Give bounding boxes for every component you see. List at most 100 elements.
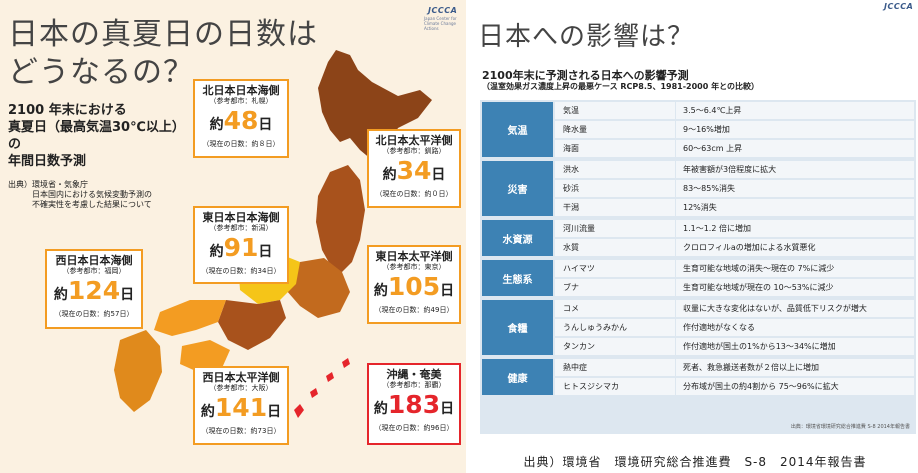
impact-item: 海面 [563, 144, 579, 153]
forecast-subtitle: 2100 年末における 真夏日（最高気温30℃以上）の 年間日数予測 [8, 103, 185, 169]
impact-effect: 83〜85%消失 [683, 184, 735, 193]
region-box-okinawa-amami: 沖縄・奄美 （参考都市：那覇） 約183日 （現在の日数：約96日） [367, 363, 461, 445]
impact-item: ハイマツ [563, 264, 595, 273]
impact-effect: 生育可能な地域が現在の 10〜53%に減少 [683, 283, 834, 292]
impact-effect: 作付適地が国土の1%から13〜34%に増加 [683, 342, 836, 351]
region-box-north-pacific: 北日本太平洋側 （参考都市：釧路） 約34日 （現在の日数：約０日） [367, 129, 461, 208]
jccca-logo-subtitle: Japan Center for Climate Change Actions [424, 16, 457, 31]
days-number: 34 [396, 156, 432, 185]
days-count: 約105日 [369, 272, 459, 306]
days-count: 約183日 [369, 390, 459, 424]
region-name: 西日本太平洋側 [202, 371, 280, 384]
region-name: 東日本日本海側 [202, 211, 280, 224]
approx-prefix: 約 [373, 401, 388, 417]
impact-effect: 死者、救急搬送者数が２倍以上に増加 [683, 363, 819, 372]
map-hokkaido [318, 50, 432, 160]
reference-city: （参考都市：札幌） [209, 97, 273, 105]
category-label: 災害 [482, 161, 553, 216]
days-count: 約141日 [195, 393, 287, 427]
column-divider [675, 161, 676, 178]
map-tohoku [316, 165, 365, 272]
region-box-west-japan-sea: 西日本日本海側 （参考都市：福岡） 約124日 （現在の日数：約57日） [45, 249, 143, 329]
map-kanto [286, 258, 350, 318]
impact-item: 干潟 [563, 203, 579, 212]
approx-prefix: 約 [53, 287, 68, 303]
region-box-west-pacific: 西日本太平洋側 （参考都市：大阪） 約141日 （現在の日数：約73日） [193, 366, 289, 445]
region-name: 沖縄・奄美 [386, 368, 442, 381]
table-row: 干潟 12%消失 [555, 199, 914, 216]
region-box-east-pacific: 東日本太平洋側 （参考都市：東京） 約105日 （現在の日数：約49日） [367, 245, 461, 324]
impacts-table: 気温 3.5〜6.4℃上昇 降水量 9〜16%増加 海面 60〜63cm 上昇 気温 洪水 年被… [480, 100, 916, 434]
column-divider [675, 239, 676, 256]
impact-effect: 1.1〜1.2 倍に増加 [683, 224, 751, 233]
table-row: コメ 収量に大きな変化はないが、品質低下リスクが増大 [555, 300, 914, 317]
table-row: 気温 3.5〜6.4℃上昇 [555, 102, 914, 119]
impact-effect: 60〜63cm 上昇 [683, 144, 743, 153]
region-box-north-japan-sea: 北日本日本海側 （参考都市：札幌） 約48日 （現在の日数：約８日） [193, 79, 289, 158]
region-box-east-japan-sea: 東日本日本海側 （参考都市：新潟） 約91日 （現在の日数：約34日） [193, 206, 289, 284]
impact-item: 洪水 [563, 165, 579, 174]
category-label: 気温 [482, 102, 553, 157]
footer-source: 出典）環境省 環境研究総合推進費 S-8 2014年報告書 [523, 455, 867, 469]
reference-city: （参考都市：大阪） [209, 384, 273, 392]
category-label: 健康 [482, 359, 553, 395]
impact-effect: 作付適地がなくなる [683, 323, 755, 332]
table-row: ハイマツ 生育可能な地域の消失〜現在の 7%に減少 [555, 260, 914, 277]
current-days: （現在の日数：約73日） [201, 427, 281, 435]
column-divider [675, 140, 676, 157]
impact-item: うんしゅうみかん [563, 323, 627, 332]
region-name: 東日本太平洋側 [375, 250, 453, 263]
reference-city: （参考都市：東京） [382, 263, 446, 271]
column-divider [675, 121, 676, 138]
days-suffix: 日 [120, 287, 135, 303]
impact-item: 砂浜 [563, 184, 579, 193]
region-name: 西日本日本海側 [55, 254, 133, 267]
current-days: （現在の日数：約49日） [374, 306, 454, 314]
map-kyushu [114, 330, 162, 412]
impact-effect: 9〜16%増加 [683, 125, 730, 134]
days-number: 105 [387, 272, 441, 301]
table-row: 砂浜 83〜85%消失 [555, 180, 914, 197]
current-days: （現在の日数：約８日） [202, 140, 280, 148]
impacts-panel: JCCCA 日本への影響は？ 2100年末に予測される日本への影響予測 （温室効… [472, 0, 918, 473]
table-row: 洪水 年被害額が3倍程度に拡大 [555, 161, 914, 178]
map-shikoku [180, 340, 230, 372]
column-divider [675, 180, 676, 197]
reference-city: （参考都市：福岡） [62, 267, 126, 275]
approx-prefix: 約 [200, 404, 215, 420]
impact-effect: 生育可能な地域の消失〜現在の 7%に減少 [683, 264, 835, 273]
impact-effect: 分布域が国土の約4割から 75〜96%に拡大 [683, 382, 839, 391]
days-number: 141 [214, 393, 268, 422]
column-divider [675, 260, 676, 277]
days-number: 183 [387, 390, 441, 419]
impact-item: コメ [563, 304, 579, 313]
approx-prefix: 約 [209, 117, 224, 133]
approx-prefix: 約 [209, 244, 224, 260]
column-divider [675, 220, 676, 237]
impact-item: 熱中症 [563, 363, 587, 372]
impacts-heading: 2100年末に予測される日本への影響予測 [482, 69, 689, 82]
days-suffix: 日 [431, 167, 446, 183]
column-divider [675, 378, 676, 395]
current-days: （現在の日数：約０日） [375, 190, 453, 198]
impact-item: 気温 [563, 106, 579, 115]
impact-effect: クロロフィルaの増加による水質悪化 [683, 243, 816, 252]
summer-days-panel: JCCCA Japan Center for Climate Change Ac… [0, 0, 466, 473]
category-label: 水資源 [482, 220, 553, 256]
days-count: 約91日 [195, 233, 287, 267]
region-name: 北日本日本海側 [202, 84, 280, 97]
page-title: 日本の真夏日の日数はどうなるの？ [8, 17, 318, 90]
region-name: 北日本太平洋側 [375, 134, 453, 147]
impact-effect: 12%消失 [683, 203, 717, 212]
impact-effect: 収量に大きな変化はないが、品質低下リスクが増大 [683, 304, 867, 313]
table-row: ヒトスジシマカ 分布域が国土の約4割から 75〜96%に拡大 [555, 378, 914, 395]
column-divider [675, 199, 676, 216]
table-row: 河川流量 1.1〜1.2 倍に増加 [555, 220, 914, 237]
days-number: 48 [223, 106, 259, 135]
category-label: 食糧 [482, 300, 553, 355]
table-row: タンカン 作付適地が国土の1%から13〜34%に増加 [555, 338, 914, 355]
map-chugoku [154, 300, 226, 336]
impact-item: ヒトスジシマカ [563, 382, 619, 391]
days-count: 約34日 [369, 156, 459, 190]
days-suffix: 日 [258, 117, 273, 133]
